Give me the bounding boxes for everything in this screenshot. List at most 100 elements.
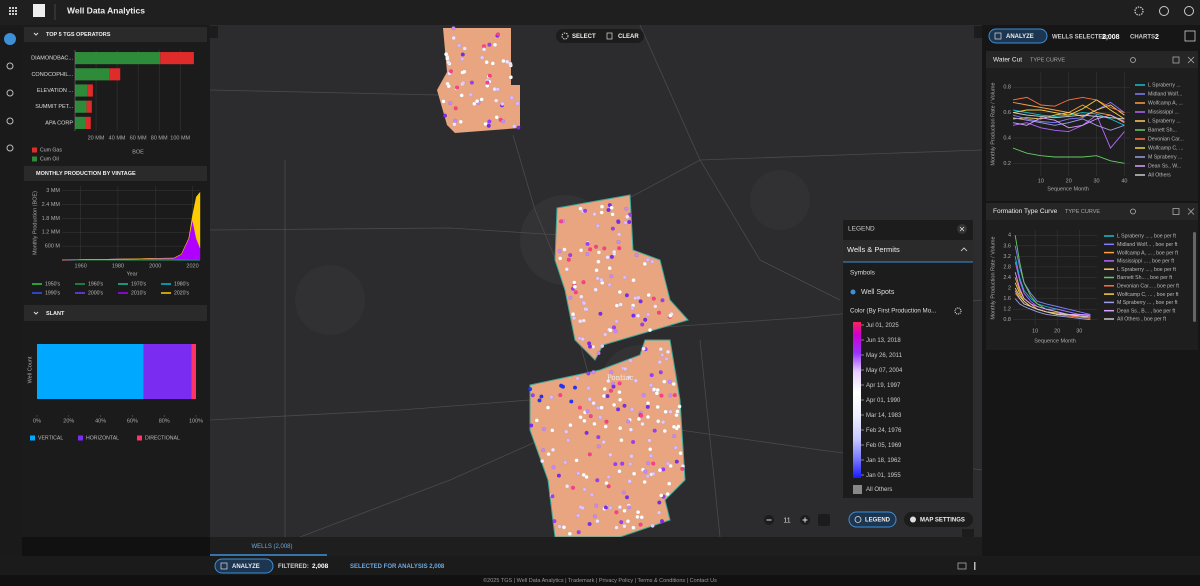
- status-bar: [0, 556, 1200, 575]
- settings-icon[interactable]: [1134, 6, 1144, 16]
- well-spot-symbol: [850, 289, 856, 295]
- layout-icon[interactable]: [1184, 30, 1196, 42]
- expand-table[interactable]: [962, 529, 974, 537]
- chart-title: Formation Type Curve: [993, 208, 1058, 215]
- well-dot: [592, 212, 597, 217]
- filtered-label: FILTERED:: [278, 564, 309, 570]
- well-dot: [451, 26, 456, 31]
- well-dot: [659, 493, 664, 498]
- well-dot: [598, 311, 603, 316]
- stop-label: May 26, 2011: [866, 353, 903, 359]
- well-dot: [672, 393, 677, 398]
- settings-button-label: MAP SETTINGS: [920, 518, 965, 524]
- well-dot: [462, 46, 467, 51]
- well-dot: [596, 444, 601, 449]
- well-dots: [441, 26, 685, 536]
- well-dot: [634, 253, 639, 258]
- well-dot: [541, 448, 546, 453]
- user-icon[interactable]: [1184, 6, 1194, 16]
- y-tick-label: DIAMONDBAC...: [31, 56, 73, 62]
- legend-label: Wolfcamp C, ...: [1148, 146, 1183, 152]
- well-dot: [453, 118, 458, 123]
- legend-button[interactable]: [848, 511, 897, 528]
- stop-label: Mar 14, 1983: [866, 413, 902, 419]
- x-axis-title: Year: [126, 271, 137, 277]
- line: [1012, 114, 1125, 149]
- well-dot: [614, 319, 619, 324]
- nav-item[interactable]: [6, 117, 14, 125]
- analyze-button[interactable]: [988, 28, 1048, 44]
- collapse-left[interactable]: [210, 26, 218, 38]
- well-dot: [570, 485, 576, 490]
- lease-area: [554, 194, 689, 361]
- legend-label: L Spraberry ... , boe per ft: [1117, 267, 1176, 273]
- legend-swatch: [78, 435, 83, 441]
- well-dot: [484, 60, 489, 65]
- legend-label: Wolfcamp C, ... , boe per ft: [1117, 292, 1179, 298]
- well-dot: [661, 420, 666, 425]
- nav-item[interactable]: [6, 144, 14, 152]
- wells-tab[interactable]: WELLS (2,008): [251, 544, 292, 550]
- fullscreen[interactable]: [818, 514, 830, 526]
- well-dot: [596, 259, 601, 264]
- nav-item[interactable]: [6, 62, 14, 70]
- well-dot: [556, 473, 561, 478]
- analyze-button[interactable]: [214, 558, 274, 574]
- y-axis-title: Monthly Production Rate / Volume: [990, 82, 996, 165]
- well-dot: [633, 378, 638, 383]
- well-dot: [562, 247, 567, 252]
- well-dot: [584, 307, 589, 312]
- well-dot: [635, 313, 641, 318]
- well-dot: [581, 472, 586, 477]
- nav-item[interactable]: [4, 33, 16, 45]
- well-dot: [603, 424, 608, 429]
- top-bar: [0, 0, 1200, 25]
- well-dot: [631, 439, 636, 445]
- well-dot: [641, 393, 646, 398]
- x-tick-label: 40: [1121, 178, 1127, 184]
- settings-button[interactable]: [904, 512, 973, 527]
- well-dot: [626, 505, 632, 510]
- bar-segment: [86, 100, 92, 113]
- collapse-right[interactable]: [974, 26, 982, 38]
- selected-for-analysis[interactable]: SELECTED FOR ANALYSIS 2,008: [350, 564, 445, 570]
- chevron: [960, 247, 968, 252]
- well-dot: [594, 268, 599, 273]
- well-dot: [650, 523, 655, 528]
- panel-header[interactable]: [24, 305, 207, 321]
- menu-icon[interactable]: [974, 562, 976, 570]
- well-dot: [539, 394, 544, 399]
- well-dot: [492, 42, 498, 47]
- well-dot: [656, 310, 662, 315]
- legend-panel: [843, 220, 973, 498]
- settings-icon[interactable]: [954, 307, 962, 315]
- well-dot: [646, 461, 651, 466]
- scrollbar[interactable]: [1193, 232, 1196, 322]
- layer-row[interactable]: [843, 240, 973, 262]
- stop-label: Apr 01, 1990: [866, 398, 901, 404]
- legend-label: 2010's: [131, 291, 147, 297]
- well-dot: [441, 99, 446, 104]
- apps-icon[interactable]: [9, 7, 17, 15]
- panel-header[interactable]: [24, 166, 207, 181]
- clear-button[interactable]: CLEAR: [618, 34, 639, 40]
- legend-title: LEGEND: [848, 226, 875, 233]
- well-dot: [576, 471, 581, 476]
- legend-label: L Spraberry ... , boe per ft: [1117, 234, 1176, 240]
- select-button[interactable]: SELECT: [572, 34, 596, 40]
- nav-item[interactable]: [6, 89, 14, 97]
- well-dot: [662, 428, 667, 434]
- well-dot: [568, 253, 573, 258]
- help-icon[interactable]: [1159, 6, 1169, 16]
- legend-swatch: [30, 435, 35, 441]
- card-icons[interactable]: [1130, 56, 1195, 215]
- well-dot: [579, 294, 584, 299]
- chart-card: [986, 51, 1198, 201]
- y-tick-label: 0.6: [1003, 110, 1011, 116]
- chart-subtitle: TYPE CURVE: [1030, 57, 1065, 63]
- well-dot: [606, 484, 611, 489]
- collapse-icon[interactable]: [957, 562, 967, 570]
- panel-header[interactable]: [24, 27, 207, 42]
- well-dot: [580, 505, 585, 511]
